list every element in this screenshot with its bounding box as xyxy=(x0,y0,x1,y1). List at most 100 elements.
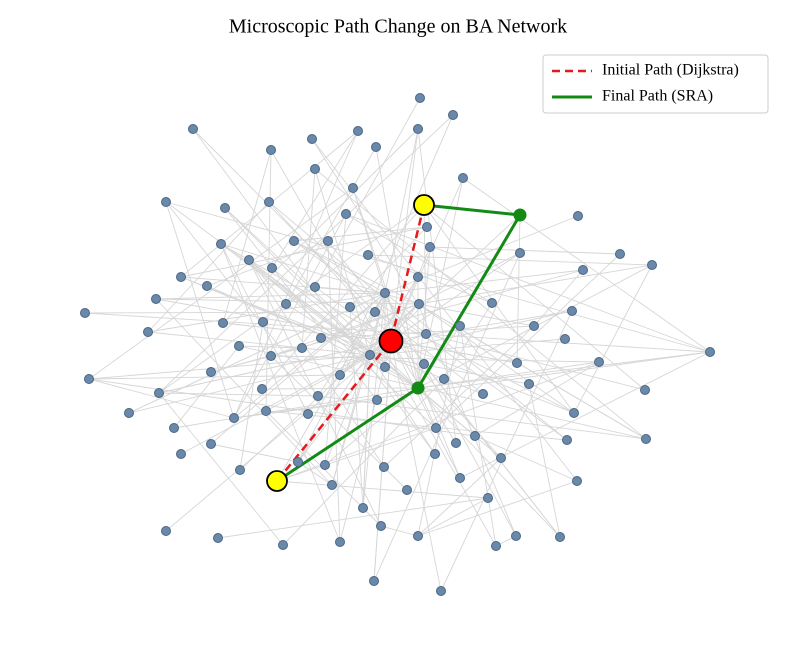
figure-title: Microscopic Path Change on BA Network xyxy=(229,16,567,38)
node xyxy=(213,533,223,543)
node xyxy=(569,408,579,418)
node xyxy=(320,460,330,470)
node xyxy=(372,395,382,405)
edge xyxy=(84,311,376,314)
node xyxy=(84,374,94,384)
edge xyxy=(440,310,573,592)
edge xyxy=(180,340,392,455)
legend: Initial Path (Dijkstra) Final Path (SRA) xyxy=(542,54,769,114)
edge xyxy=(369,338,566,356)
edge xyxy=(314,286,392,342)
node xyxy=(363,250,373,260)
edge xyxy=(173,345,240,429)
node xyxy=(491,541,501,551)
edge xyxy=(384,292,517,537)
edge xyxy=(210,443,299,463)
node xyxy=(206,367,216,377)
edge xyxy=(301,168,316,349)
edge xyxy=(345,213,711,353)
paths xyxy=(276,203,523,483)
node xyxy=(327,480,337,490)
node xyxy=(218,318,228,328)
edge xyxy=(390,340,442,592)
node xyxy=(641,434,651,444)
node xyxy=(202,281,212,291)
node xyxy=(573,211,583,221)
node xyxy=(303,409,313,419)
edge xyxy=(331,292,386,486)
node xyxy=(615,249,625,259)
edge xyxy=(373,340,392,582)
node xyxy=(229,413,239,423)
edge xyxy=(297,303,419,463)
node xyxy=(458,173,468,183)
edge xyxy=(324,213,347,466)
node xyxy=(413,272,423,282)
node xyxy=(264,197,274,207)
node xyxy=(380,288,390,298)
edge xyxy=(417,497,489,537)
edge xyxy=(297,461,333,486)
edge xyxy=(369,354,436,455)
node xyxy=(176,449,186,459)
node xyxy=(266,351,276,361)
node xyxy=(478,389,488,399)
edge xyxy=(155,298,333,486)
edge xyxy=(271,130,359,269)
node xyxy=(380,362,390,372)
node xyxy=(529,321,539,331)
node xyxy=(188,124,198,134)
node xyxy=(487,298,497,308)
node xyxy=(206,439,216,449)
node xyxy=(353,126,363,136)
node xyxy=(297,343,307,353)
node xyxy=(235,465,245,475)
node xyxy=(572,476,582,486)
edge xyxy=(233,213,347,419)
edge xyxy=(233,292,386,419)
edge xyxy=(533,269,584,327)
edge xyxy=(474,435,578,482)
edge xyxy=(220,243,309,415)
node xyxy=(161,526,171,536)
node xyxy=(293,457,303,467)
edge xyxy=(390,340,575,414)
edge xyxy=(423,363,561,538)
edge xyxy=(147,201,270,333)
node xyxy=(370,307,380,317)
edge xyxy=(155,292,386,300)
edge xyxy=(423,204,646,391)
edge xyxy=(324,354,371,466)
node xyxy=(594,357,604,367)
edge xyxy=(238,345,647,440)
edge xyxy=(147,292,386,333)
edge xyxy=(206,240,329,287)
edge xyxy=(417,303,575,414)
edge xyxy=(435,253,621,429)
node xyxy=(348,183,358,193)
edge xyxy=(282,378,445,546)
edge xyxy=(158,114,454,394)
edge xyxy=(158,340,392,394)
edge xyxy=(374,311,575,414)
edge xyxy=(384,269,584,294)
node xyxy=(436,586,446,596)
node xyxy=(379,462,389,472)
edge xyxy=(88,374,341,380)
edge xyxy=(222,128,419,324)
hub-node xyxy=(378,328,404,354)
edge xyxy=(210,292,386,445)
edge xyxy=(210,347,303,373)
node xyxy=(151,294,161,304)
edge xyxy=(417,387,437,429)
node xyxy=(415,93,425,103)
edge xyxy=(317,395,647,440)
node xyxy=(511,531,521,541)
node xyxy=(425,242,435,252)
legend-label: Final Path (SRA) xyxy=(602,88,713,105)
edge xyxy=(314,286,386,294)
nodes xyxy=(80,93,715,596)
node xyxy=(376,521,386,531)
edge xyxy=(417,252,521,305)
